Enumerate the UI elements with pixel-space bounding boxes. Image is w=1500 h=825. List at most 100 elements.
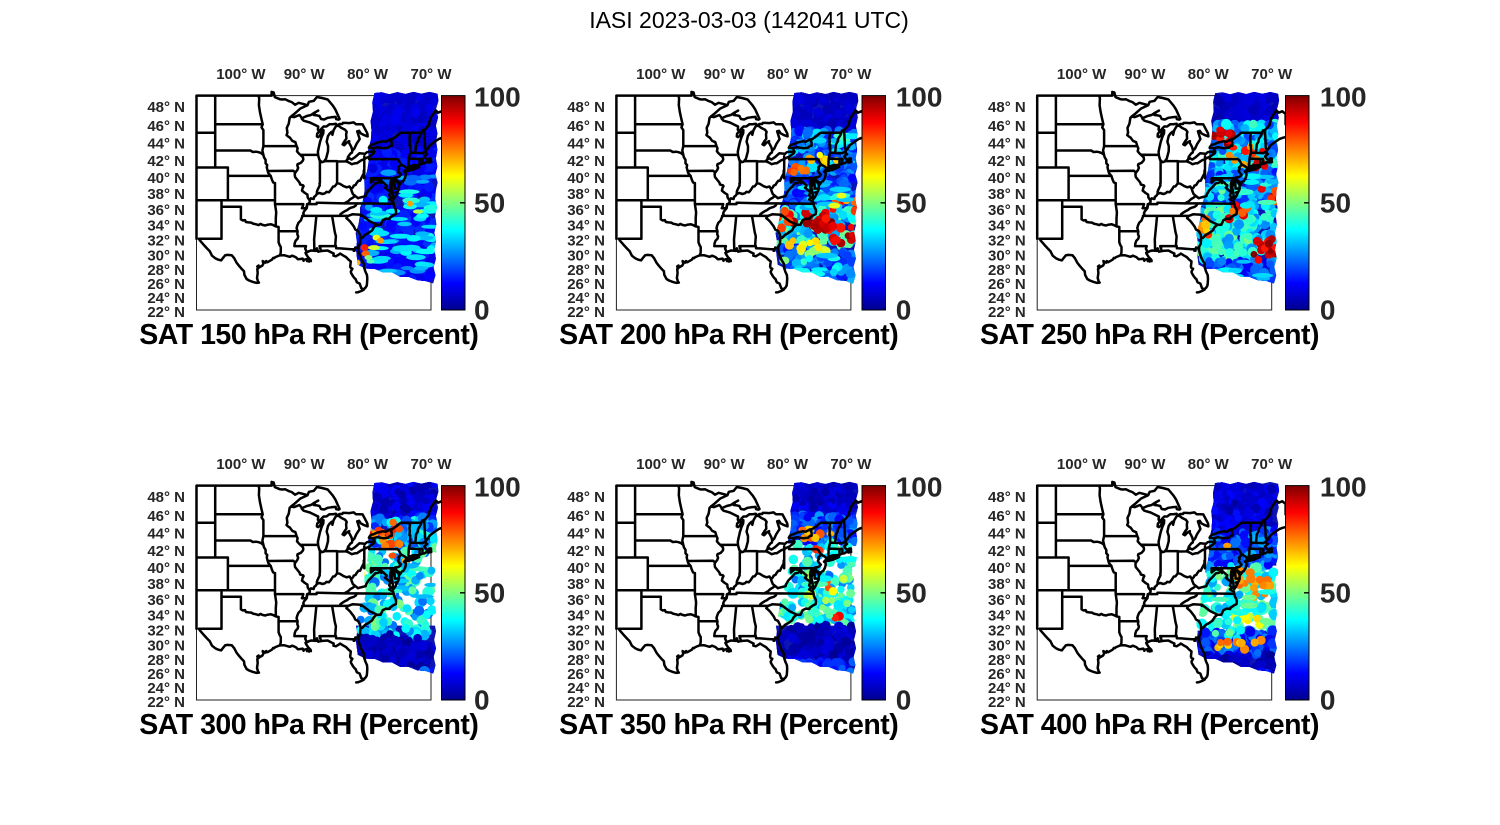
- svg-text:0: 0: [896, 295, 912, 326]
- svg-text:32° N: 32° N: [147, 623, 185, 640]
- svg-text:IASI 2023-03-03 (142041 UTC): IASI 2023-03-03 (142041 UTC): [589, 7, 909, 33]
- svg-text:100: 100: [474, 472, 521, 503]
- svg-text:80° W: 80° W: [767, 456, 809, 473]
- svg-text:70° W: 70° W: [1251, 456, 1293, 473]
- svg-text:0: 0: [1320, 685, 1336, 716]
- svg-text:22° N: 22° N: [567, 304, 605, 321]
- svg-text:46° N: 46° N: [147, 118, 185, 135]
- svg-text:26° N: 26° N: [988, 276, 1026, 293]
- svg-text:100° W: 100° W: [636, 66, 686, 83]
- svg-text:46° N: 46° N: [988, 118, 1026, 135]
- svg-text:100° W: 100° W: [216, 66, 266, 83]
- svg-text:90° W: 90° W: [704, 456, 746, 473]
- svg-text:28° N: 28° N: [147, 262, 185, 279]
- svg-text:SAT 250 hPa RH (Percent): SAT 250 hPa RH (Percent): [980, 319, 1319, 351]
- svg-text:30° N: 30° N: [567, 248, 605, 265]
- svg-text:26° N: 26° N: [567, 666, 605, 683]
- svg-text:36° N: 36° N: [567, 202, 605, 219]
- svg-text:46° N: 46° N: [147, 508, 185, 525]
- svg-text:46° N: 46° N: [988, 508, 1026, 525]
- svg-text:100: 100: [896, 82, 943, 113]
- svg-text:90° W: 90° W: [1124, 66, 1166, 83]
- svg-text:50: 50: [474, 188, 505, 219]
- svg-text:46° N: 46° N: [567, 508, 605, 525]
- svg-text:100: 100: [1320, 472, 1367, 503]
- svg-text:44° N: 44° N: [147, 136, 185, 153]
- svg-text:48° N: 48° N: [567, 489, 605, 506]
- svg-text:42° N: 42° N: [567, 543, 605, 560]
- svg-text:40° N: 40° N: [147, 560, 185, 577]
- svg-text:40° N: 40° N: [988, 560, 1026, 577]
- svg-text:38° N: 38° N: [988, 186, 1026, 203]
- svg-text:40° N: 40° N: [567, 170, 605, 187]
- svg-text:36° N: 36° N: [988, 592, 1026, 609]
- svg-text:50: 50: [1320, 578, 1351, 609]
- svg-text:48° N: 48° N: [567, 99, 605, 116]
- svg-text:26° N: 26° N: [567, 276, 605, 293]
- svg-text:32° N: 32° N: [567, 623, 605, 640]
- svg-text:34° N: 34° N: [988, 218, 1026, 235]
- svg-text:100° W: 100° W: [1057, 456, 1107, 473]
- svg-text:42° N: 42° N: [147, 153, 185, 170]
- svg-text:30° N: 30° N: [567, 638, 605, 655]
- svg-text:0: 0: [474, 295, 490, 326]
- svg-text:80° W: 80° W: [767, 66, 809, 83]
- svg-text:50: 50: [896, 188, 927, 219]
- svg-text:80° W: 80° W: [1188, 456, 1230, 473]
- svg-text:36° N: 36° N: [988, 202, 1026, 219]
- svg-text:SAT 150 hPa RH (Percent): SAT 150 hPa RH (Percent): [139, 319, 478, 351]
- svg-text:32° N: 32° N: [567, 233, 605, 250]
- svg-text:40° N: 40° N: [147, 170, 185, 187]
- svg-text:38° N: 38° N: [567, 186, 605, 203]
- svg-text:28° N: 28° N: [988, 262, 1026, 279]
- svg-text:44° N: 44° N: [567, 526, 605, 543]
- svg-text:22° N: 22° N: [147, 304, 185, 321]
- svg-text:SAT 350 hPa RH (Percent): SAT 350 hPa RH (Percent): [559, 709, 898, 741]
- svg-text:50: 50: [1320, 188, 1351, 219]
- svg-text:22° N: 22° N: [147, 694, 185, 711]
- svg-text:24° N: 24° N: [147, 290, 185, 307]
- svg-text:24° N: 24° N: [567, 290, 605, 307]
- svg-text:100° W: 100° W: [636, 456, 686, 473]
- svg-text:30° N: 30° N: [147, 638, 185, 655]
- svg-text:48° N: 48° N: [147, 489, 185, 506]
- svg-text:38° N: 38° N: [567, 576, 605, 593]
- svg-text:80° W: 80° W: [1188, 66, 1230, 83]
- svg-text:90° W: 90° W: [284, 66, 326, 83]
- svg-text:22° N: 22° N: [988, 304, 1026, 321]
- svg-text:34° N: 34° N: [147, 218, 185, 235]
- svg-text:38° N: 38° N: [147, 186, 185, 203]
- svg-text:0: 0: [474, 685, 490, 716]
- svg-text:42° N: 42° N: [147, 543, 185, 560]
- svg-text:28° N: 28° N: [147, 652, 185, 669]
- svg-text:48° N: 48° N: [988, 489, 1026, 506]
- svg-text:38° N: 38° N: [147, 576, 185, 593]
- svg-text:100: 100: [896, 472, 943, 503]
- svg-text:28° N: 28° N: [567, 652, 605, 669]
- svg-text:42° N: 42° N: [988, 153, 1026, 170]
- svg-text:42° N: 42° N: [988, 543, 1026, 560]
- svg-text:34° N: 34° N: [567, 218, 605, 235]
- svg-text:30° N: 30° N: [988, 248, 1026, 265]
- svg-text:70° W: 70° W: [830, 456, 872, 473]
- svg-text:70° W: 70° W: [830, 66, 872, 83]
- svg-text:30° N: 30° N: [147, 248, 185, 265]
- svg-text:100: 100: [474, 82, 521, 113]
- svg-text:90° W: 90° W: [284, 456, 326, 473]
- svg-text:46° N: 46° N: [567, 118, 605, 135]
- svg-text:50: 50: [896, 578, 927, 609]
- svg-text:26° N: 26° N: [147, 276, 185, 293]
- svg-text:80° W: 80° W: [347, 456, 389, 473]
- svg-text:44° N: 44° N: [147, 526, 185, 543]
- svg-text:48° N: 48° N: [147, 99, 185, 116]
- svg-text:0: 0: [1320, 295, 1336, 326]
- svg-text:100° W: 100° W: [216, 456, 266, 473]
- svg-text:40° N: 40° N: [988, 170, 1026, 187]
- svg-text:42° N: 42° N: [567, 153, 605, 170]
- svg-text:90° W: 90° W: [1124, 456, 1166, 473]
- svg-text:28° N: 28° N: [988, 652, 1026, 669]
- svg-text:34° N: 34° N: [567, 608, 605, 625]
- svg-text:44° N: 44° N: [988, 526, 1026, 543]
- svg-text:30° N: 30° N: [988, 638, 1026, 655]
- svg-text:36° N: 36° N: [147, 592, 185, 609]
